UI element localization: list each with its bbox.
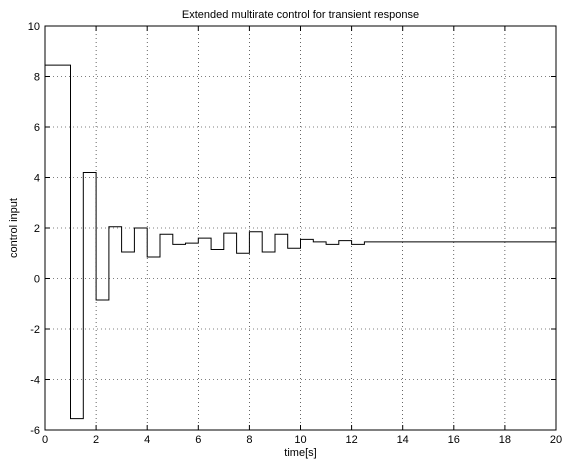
x-tick-label: 6 xyxy=(195,434,201,446)
y-tick-label: 2 xyxy=(34,223,40,235)
series-line xyxy=(44,64,556,420)
x-tick-label: 4 xyxy=(144,434,150,446)
x-tick-labels: 0 2 4 6 8 10 12 14 16 18 20 xyxy=(42,434,562,446)
x-tick-label: 20 xyxy=(550,434,562,446)
x-tick-label: 18 xyxy=(499,434,511,446)
y-tick-label: 6 xyxy=(34,122,40,134)
y-tick-label: -6 xyxy=(30,425,40,437)
y-tick-label: 8 xyxy=(34,72,40,84)
x-tick-label: 12 xyxy=(345,434,357,446)
y-axis-label: control input xyxy=(8,198,20,258)
x-tick-label: 0 xyxy=(42,434,48,446)
x-tick-label: 16 xyxy=(448,434,460,446)
chart-title: Extended multirate control for transient… xyxy=(182,9,419,21)
x-tick-label: 14 xyxy=(397,434,409,446)
y-tick-label: 4 xyxy=(34,173,40,185)
y-tick-label: -4 xyxy=(30,375,40,387)
y-tick-label: -2 xyxy=(30,324,40,336)
y-tick-label: 0 xyxy=(34,274,40,286)
x-tick-label: 8 xyxy=(246,434,252,446)
x-axis-label: time[s] xyxy=(284,447,316,459)
y-tick-label: 10 xyxy=(28,21,40,33)
y-tick-labels: -6 -4 -2 0 2 4 6 8 10 xyxy=(28,21,40,437)
series-group xyxy=(44,64,556,420)
tick-marks xyxy=(44,25,557,431)
grid-lines xyxy=(45,26,556,430)
x-tick-label: 2 xyxy=(93,434,99,446)
x-tick-label: 10 xyxy=(294,434,306,446)
